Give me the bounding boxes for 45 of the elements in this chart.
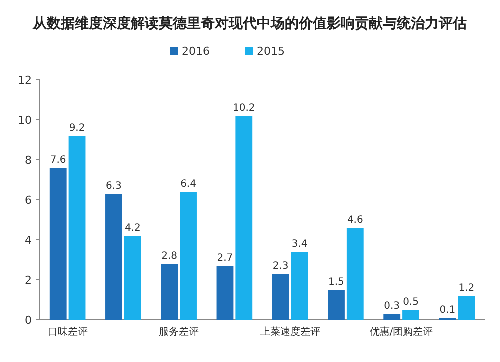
y-tick-label: 0 [25, 314, 32, 327]
data-label: 0.3 [384, 301, 400, 312]
bar [402, 310, 420, 320]
bar [328, 290, 345, 320]
legend-label: 2016 [182, 45, 210, 58]
bar [272, 274, 290, 320]
bar [161, 264, 178, 320]
bar [216, 266, 234, 320]
bar [180, 192, 197, 320]
y-tick-label: 6 [25, 194, 32, 207]
data-label: 4.2 [124, 223, 141, 234]
data-label: 10.2 [233, 103, 256, 114]
data-label: 6.4 [180, 179, 196, 190]
y-tick-label: 8 [25, 154, 32, 167]
x-tick-label: 优惠/团购差评 [370, 326, 434, 338]
bar [291, 252, 308, 320]
data-label: 1.5 [328, 277, 344, 288]
x-tick-label: 上菜速度差评 [260, 326, 320, 338]
y-tick-label: 10 [18, 114, 32, 127]
data-label: 0.1 [440, 305, 456, 316]
data-label: 2.8 [162, 251, 178, 262]
y-tick-label: 2 [25, 274, 32, 287]
data-label: 7.6 [50, 155, 66, 166]
data-label: 1.2 [458, 283, 475, 294]
data-label: 9.2 [69, 123, 86, 134]
bar [68, 136, 86, 320]
bar [50, 168, 67, 320]
bar [236, 116, 253, 320]
data-label: 0.5 [403, 297, 419, 308]
bar [346, 228, 364, 320]
data-label: 4.6 [347, 215, 364, 226]
data-label: 2.7 [217, 253, 234, 264]
bar [384, 314, 401, 320]
bar [124, 236, 142, 320]
data-label: 6.3 [106, 181, 122, 192]
data-label: 2.3 [272, 261, 289, 272]
x-tick-label: 口味差评 [48, 326, 88, 338]
x-tick-label: 服务差评 [159, 326, 200, 338]
data-label: 3.4 [292, 239, 308, 250]
bar [106, 194, 122, 320]
y-tick-label: 4 [25, 234, 32, 247]
legend-label: 2015 [257, 45, 285, 58]
y-tick-label: 12 [18, 74, 32, 87]
bar [458, 296, 476, 320]
chart-title: 从数据维度深度解读莫德里奇对现代中场的价值影响贡献与统治力评估 [32, 15, 467, 32]
